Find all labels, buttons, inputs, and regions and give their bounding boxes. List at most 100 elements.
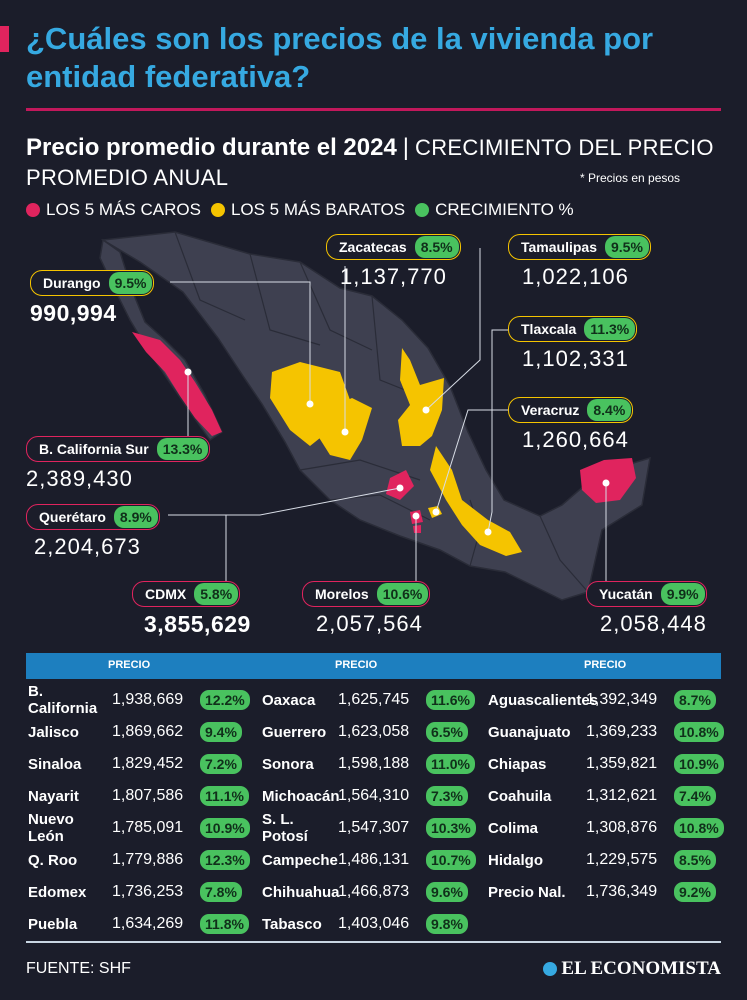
page-title: ¿Cuáles son los precios de la vivienda p… [26,21,654,94]
row-price: 1,869,662 [112,723,184,740]
column-header-price-3: PRECIO [584,659,627,671]
table-row: Sinaloa 1,829,452 7.2% [28,748,250,780]
callout-label-cdmx: CDMX 5.8% [132,581,241,607]
table-row: Chiapas 1,359,821 10.9% [488,748,724,780]
row-price: 1,634,269 [112,915,184,932]
row-price: 1,625,745 [338,691,410,708]
growth-badge: 8.9% [113,506,158,528]
mexico-mainland-shape [100,231,651,601]
row-state: Colima [488,819,539,837]
callout-price: 3,855,629 [144,611,251,637]
globe-icon [543,962,558,976]
callout-label-veracruz: Veracruz 8.4% [508,397,634,423]
callout-state: Tamaulipas [521,239,597,255]
table-row: Edomex 1,736,253 7.8% [28,876,250,908]
callout-morelos: Morelos 10.6% 2,057,564 [302,581,431,637]
row-state: Chihuahua [262,883,340,901]
row-growth-badge: 9.6% [426,882,468,902]
legend-item-growth: CRECIMIENTO % [415,200,574,220]
row-growth-badge: 6.5% [426,722,468,742]
row-growth-badge: 11.6% [426,690,475,710]
legend-label-growth: CRECIMIENTO % [435,200,574,219]
table-row: S. L. Potosí 1,547,307 10.3% [262,811,476,845]
veracruz-shape [430,446,522,556]
table-row: Nayarit 1,807,586 11.1% [28,780,250,812]
brand-name: EL ECONOMISTA [561,958,721,979]
row-growth-badge: 11.8% [200,914,249,934]
row-state: Sonora [262,755,314,773]
callout-state: CDMX [145,586,187,602]
bcs-shape [132,332,222,436]
table-row: Campeche 1,486,131 10.7% [262,844,476,876]
row-growth-badge: 7.4% [674,786,716,806]
row-growth-badge: 12.3% [200,850,250,870]
callout-veracruz: Veracruz 8.4% 1,260,664 [508,397,634,453]
callout-label-bcs: B. California Sur 13.3% [26,436,211,462]
row-state: Aguascalientes [488,691,599,709]
table-row: Aguascalientes 1,392,349 8.7% [488,684,724,716]
source-note: FUENTE: SHF [26,960,131,977]
row-price: 1,598,188 [338,755,410,772]
callout-zacatecas: Zacatecas 8.5% 1,137,770 [326,234,461,290]
row-price: 1,736,253 [112,883,184,900]
table-row: Jalisco 1,869,662 9.4% [28,716,250,748]
callout-durango: Durango 9.5% 990,994 [30,270,155,327]
column-header-price-2: PRECIO [335,659,378,671]
table-column-2: Oaxaca 1,625,745 11.6% Guerrero 1,623,058 6.5… [262,684,476,940]
row-price: 1,785,091 [112,819,184,836]
row-state: Guanajuato [488,723,571,741]
morelos-shape [413,525,421,533]
title-divider [26,108,721,111]
tamaulipas-shape [398,348,444,446]
table-row: Oaxaca 1,625,745 11.6% [262,684,476,716]
row-price: 1,547,307 [338,819,410,836]
subtitle-bold: Precio promedio durante el 2024 [26,134,397,161]
row-state: Michoacán [262,787,340,805]
row-state: Nayarit [28,787,79,805]
row-price: 1,359,821 [586,755,658,772]
table-row: B. California 1,938,669 12.2% [28,683,250,717]
growth-badge: 9.5% [605,236,649,258]
callout-state: Morelos [315,586,369,602]
callout-label-zacatecas: Zacatecas 8.5% [326,234,461,260]
row-state: Puebla [28,915,78,933]
row-price: 1,369,233 [586,723,658,740]
row-state: Oaxaca [262,691,316,709]
growth-badge: 9.9% [660,583,705,605]
column-header-price-1: PRECIO [108,659,151,671]
row-state: S. L. Potosí [262,811,308,845]
callout-label-morelos: Morelos 10.6% [302,581,431,607]
row-price: 1,466,873 [338,883,410,900]
growth-badge: 9.5% [108,272,153,294]
row-price: 1,623,058 [338,723,410,740]
callout-state: Veracruz [521,402,580,418]
row-growth-badge: 10.3% [426,818,476,838]
table-row: Q. Roo 1,779,886 12.3% [28,844,250,876]
row-price: 1,564,310 [338,787,410,804]
callout-label-durango: Durango 9.5% [30,270,155,296]
row-price: 1,829,452 [112,755,184,772]
row-growth-badge: 9.2% [674,882,716,902]
row-state: Campeche [262,851,338,869]
row-growth-badge: 11.0% [426,754,475,774]
callout-bcs: B. California Sur 13.3% 2,389,430 [26,436,211,492]
legend-dot-cheap [210,203,225,217]
row-state: Guerrero [262,723,327,741]
row-growth-badge: 12.2% [200,690,250,710]
callout-cdmx: CDMX 5.8% 3,855,629 [132,581,251,638]
callout-label-tamaulipas: Tamaulipas 9.5% [508,234,651,260]
row-growth-badge: 10.9% [200,818,250,838]
growth-badge: 5.8% [194,583,239,605]
row-state: Chiapas [488,755,547,773]
growth-badge: 8.4% [587,399,632,421]
row-price: 1,736,349 [586,883,658,900]
table-row: Colima 1,308,876 10.8% [488,812,724,844]
legend: LOS 5 MÁS CAROS LOS 5 MÁS BARATOS CRECIM… [26,200,584,220]
callout-price: 1,137,770 [340,264,447,289]
row-price: 1,403,046 [338,915,410,932]
row-state: B. California [28,683,98,717]
row-growth-badge: 8.7% [674,690,716,710]
table-row: Precio Nal. 1,736,349 9.2% [488,876,724,908]
row-state: Coahuila [488,787,552,805]
callout-yucatan: Yucatán 9.9% 2,058,448 [586,581,707,637]
